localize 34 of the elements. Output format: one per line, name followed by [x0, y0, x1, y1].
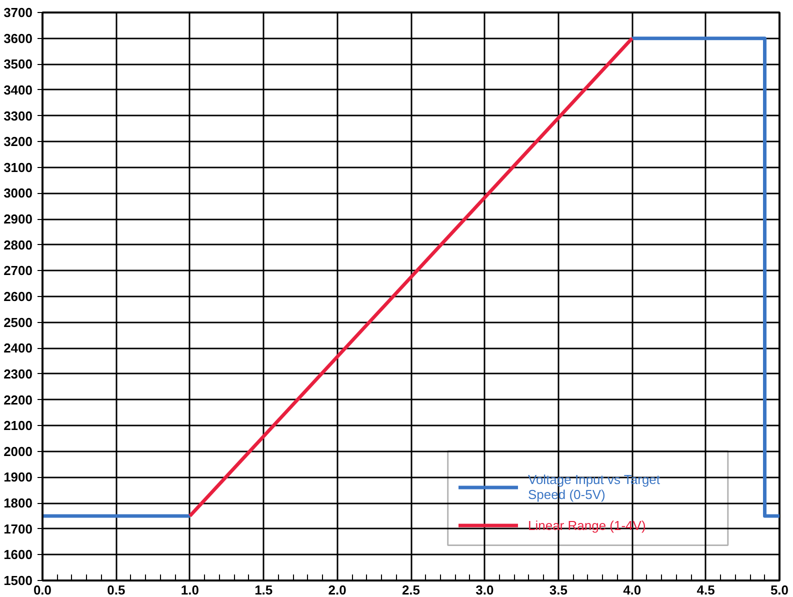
y-tick-label: 1600 [4, 547, 32, 562]
y-tick-label: 3000 [4, 186, 32, 201]
y-tick-label: 1900 [4, 470, 32, 485]
y-tick-label: 1500 [4, 573, 32, 588]
y-tick-label: 3200 [4, 134, 32, 150]
x-tick-label: 2.0 [328, 582, 346, 597]
y-tick-label: 3600 [4, 30, 32, 46]
x-tick-label: 4.0 [623, 582, 642, 597]
x-tick-label: 0.5 [107, 582, 126, 597]
x-tick-label: 0.0 [33, 582, 52, 597]
y-tick-label: 2400 [4, 340, 32, 356]
y-tick-label: 2100 [4, 418, 32, 434]
x-tick-label: 4.5 [696, 582, 715, 597]
y-tick-label: 2800 [4, 237, 32, 252]
x-tick-label: 5.0 [770, 582, 789, 597]
y-tick-label: 1800 [4, 496, 32, 511]
y-tick-label: 2900 [4, 212, 32, 227]
y-tick-label: 2600 [4, 289, 32, 304]
x-tick-label: 2.5 [402, 582, 420, 597]
y-tick-label: 2200 [4, 392, 32, 408]
x-tick-label: 1.5 [254, 582, 273, 597]
y-tick-label: 2500 [4, 314, 32, 330]
y-tick-label: 3400 [4, 82, 32, 98]
y-tick-label: 3700 [4, 5, 32, 20]
y-tick-label: 2300 [4, 366, 32, 382]
y-tick-label: 3300 [4, 108, 32, 124]
y-tick-label: 2000 [4, 444, 32, 459]
y-tick-label: 1700 [4, 521, 32, 536]
y-tick-label: 3500 [4, 56, 32, 72]
x-tick-label: 3.5 [549, 582, 568, 597]
y-tick-label: 2700 [4, 263, 32, 278]
x-tick-label: 3.0 [476, 582, 494, 597]
x-tick-label: 1.0 [180, 582, 199, 597]
y-tick-label: 3100 [4, 160, 32, 175]
